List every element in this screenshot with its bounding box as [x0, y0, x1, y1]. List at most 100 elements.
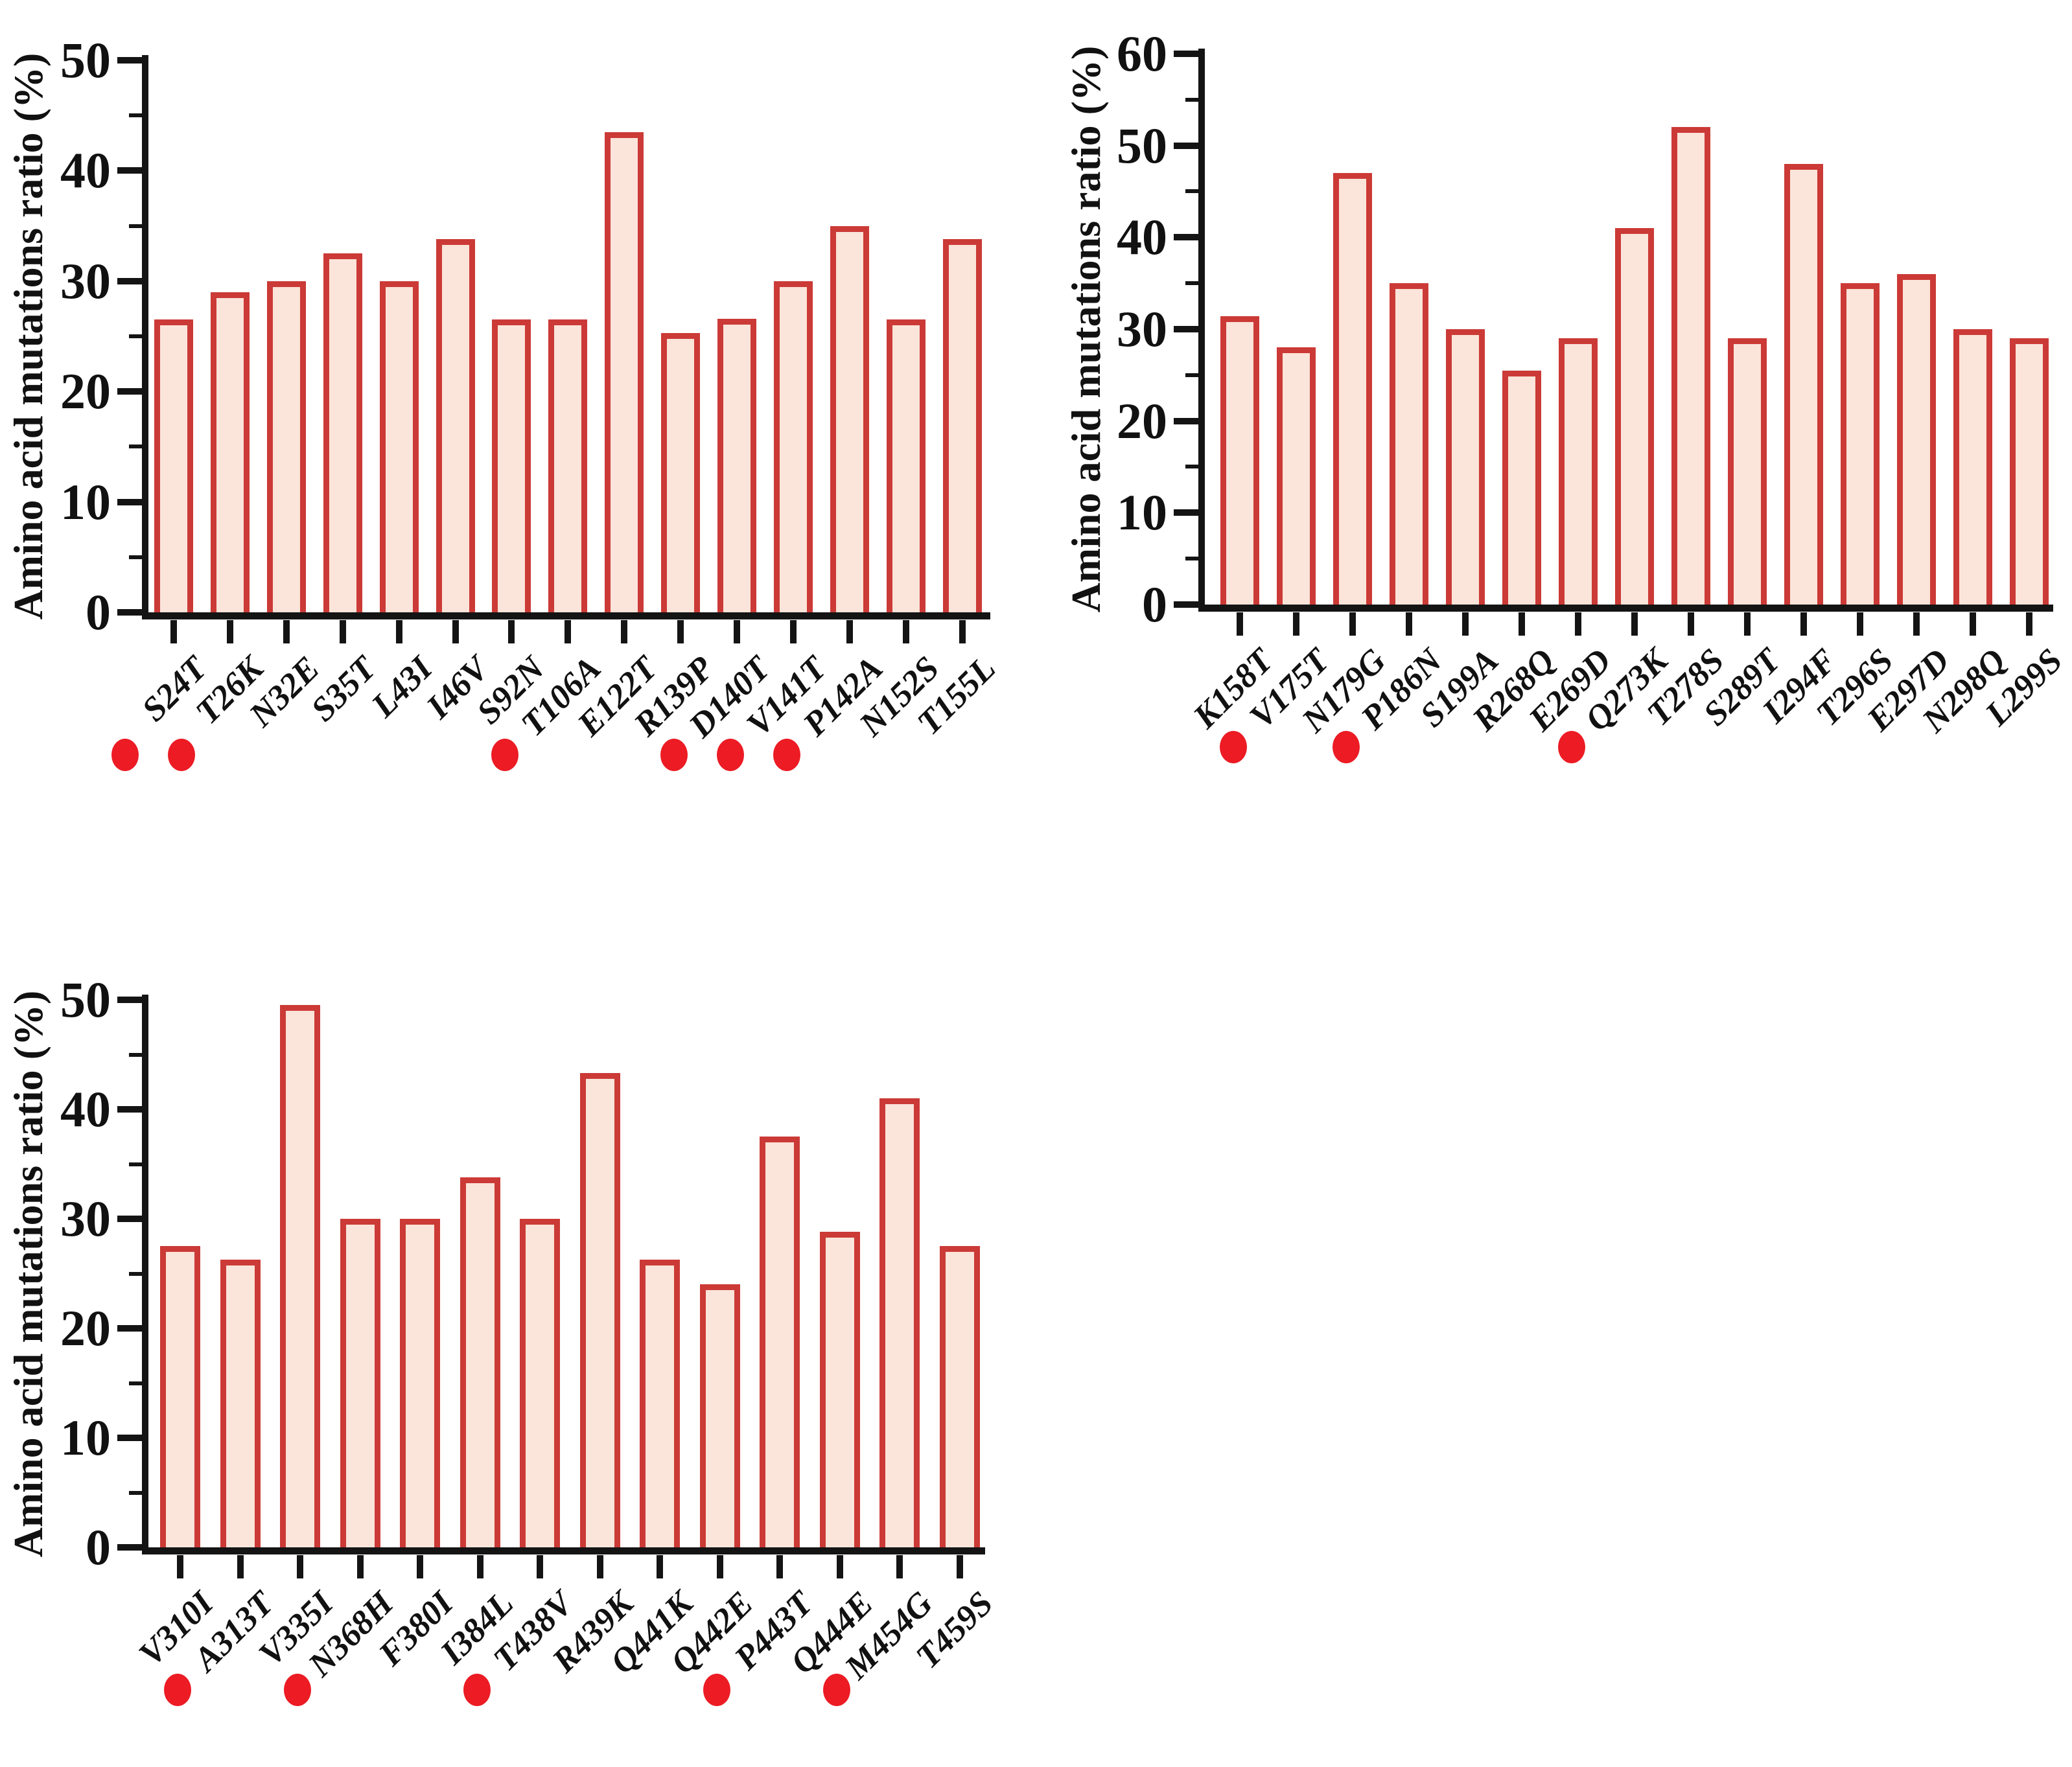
- y-major-tick: [1174, 50, 1198, 57]
- y-major-tick: [117, 1435, 142, 1441]
- x-tick: [1857, 612, 1863, 636]
- x-tick: [395, 620, 402, 643]
- y-tick-label: 20: [60, 363, 111, 420]
- bar: [1446, 329, 1485, 607]
- y-tick-label: 10: [60, 473, 111, 530]
- bar: [1220, 316, 1259, 607]
- x-tick: [1970, 612, 1976, 636]
- y-minor-tick: [1185, 97, 1198, 102]
- y-axis-title: Amino acid mutations ratio (%): [1063, 45, 1109, 613]
- bar: [1559, 338, 1598, 607]
- bar: [699, 1284, 740, 1550]
- x-tick: [621, 620, 628, 643]
- x-tick: [1688, 612, 1694, 636]
- y-major-tick: [1174, 234, 1198, 241]
- y-minor-tick: [129, 1490, 142, 1495]
- y-major-tick: [117, 1325, 142, 1332]
- x-tick: [836, 1555, 843, 1578]
- x-tick: [1744, 612, 1751, 636]
- y-minor-tick: [1185, 373, 1198, 377]
- y-axis-line: [142, 995, 148, 1554]
- y-major-tick: [117, 167, 142, 174]
- bar: [579, 1073, 620, 1550]
- bar: [400, 1219, 440, 1550]
- y-minor-tick: [129, 1162, 142, 1166]
- y-major-tick: [117, 277, 142, 284]
- y-major-tick: [1174, 417, 1198, 424]
- y-minor-tick: [1185, 557, 1198, 561]
- y-major-tick: [117, 1106, 142, 1113]
- bar: [830, 225, 869, 615]
- bar: [1728, 338, 1767, 607]
- x-tick: [902, 620, 909, 643]
- x-tick: [417, 1555, 423, 1578]
- red-dot-marker: [660, 739, 688, 771]
- x-tick: [657, 1555, 663, 1578]
- x-tick: [1800, 612, 1807, 636]
- x-tick: [959, 620, 966, 643]
- x-tick: [2026, 612, 2032, 636]
- bar: [1390, 283, 1428, 607]
- bar: [1502, 370, 1541, 607]
- bar: [661, 332, 701, 615]
- x-tick: [170, 620, 177, 643]
- y-tick-label: 0: [86, 584, 111, 640]
- x-tick: [1519, 612, 1525, 636]
- bar: [379, 281, 419, 615]
- y-axis-line: [1198, 48, 1205, 611]
- bar: [2010, 338, 2049, 607]
- x-tick: [1237, 612, 1243, 636]
- x-axis-line: [142, 1547, 985, 1554]
- bar: [280, 1005, 320, 1550]
- x-tick: [1406, 612, 1412, 636]
- bar: [266, 281, 306, 615]
- red-dot-marker: [1220, 731, 1247, 763]
- y-minor-tick: [1185, 189, 1198, 194]
- red-dot-marker: [111, 739, 139, 771]
- red-dot-marker: [1333, 731, 1360, 763]
- y-major-tick: [1174, 325, 1198, 332]
- red-dot-marker: [283, 1674, 311, 1706]
- bar: [460, 1177, 500, 1550]
- x-tick: [776, 1555, 783, 1578]
- bar: [1841, 283, 1880, 607]
- x-axis-line: [142, 612, 990, 619]
- y-tick-label: 10: [60, 1409, 111, 1466]
- bar: [1277, 347, 1316, 607]
- bar: [886, 319, 925, 615]
- y-major-tick: [1174, 142, 1198, 149]
- x-axis-line: [1198, 605, 2053, 612]
- bar: [819, 1232, 860, 1550]
- x-tick: [1913, 612, 1920, 636]
- x-tick: [846, 620, 853, 643]
- bar: [520, 1219, 560, 1550]
- y-axis-line: [142, 55, 148, 619]
- red-dot-marker: [1558, 731, 1585, 763]
- red-dot-marker: [163, 1674, 191, 1706]
- y-tick-label: 0: [1142, 576, 1167, 632]
- bar: [1615, 228, 1654, 607]
- x-tick: [177, 1555, 183, 1578]
- red-dot-marker: [773, 739, 800, 771]
- bar: [436, 239, 475, 615]
- y-minor-tick: [129, 224, 142, 228]
- y-minor-tick: [129, 555, 142, 559]
- x-tick: [565, 620, 572, 643]
- y-tick-label: 40: [60, 142, 111, 199]
- y-major-tick: [117, 609, 142, 616]
- red-dot-marker: [167, 739, 195, 771]
- y-tick-label: 10: [1117, 484, 1167, 541]
- bar: [773, 281, 813, 615]
- bar: [160, 1246, 200, 1550]
- y-major-tick: [117, 997, 142, 1003]
- red-dot-marker: [823, 1674, 850, 1706]
- x-tick: [1631, 612, 1638, 636]
- y-major-tick: [1174, 509, 1198, 516]
- bar: [1333, 173, 1372, 607]
- x-tick: [716, 1555, 723, 1578]
- red-dot-marker: [703, 1674, 730, 1706]
- x-tick: [1462, 612, 1469, 636]
- y-axis-title: Amino acid mutations ratio (%): [5, 990, 51, 1557]
- y-major-tick: [117, 1544, 142, 1551]
- bar: [340, 1219, 380, 1550]
